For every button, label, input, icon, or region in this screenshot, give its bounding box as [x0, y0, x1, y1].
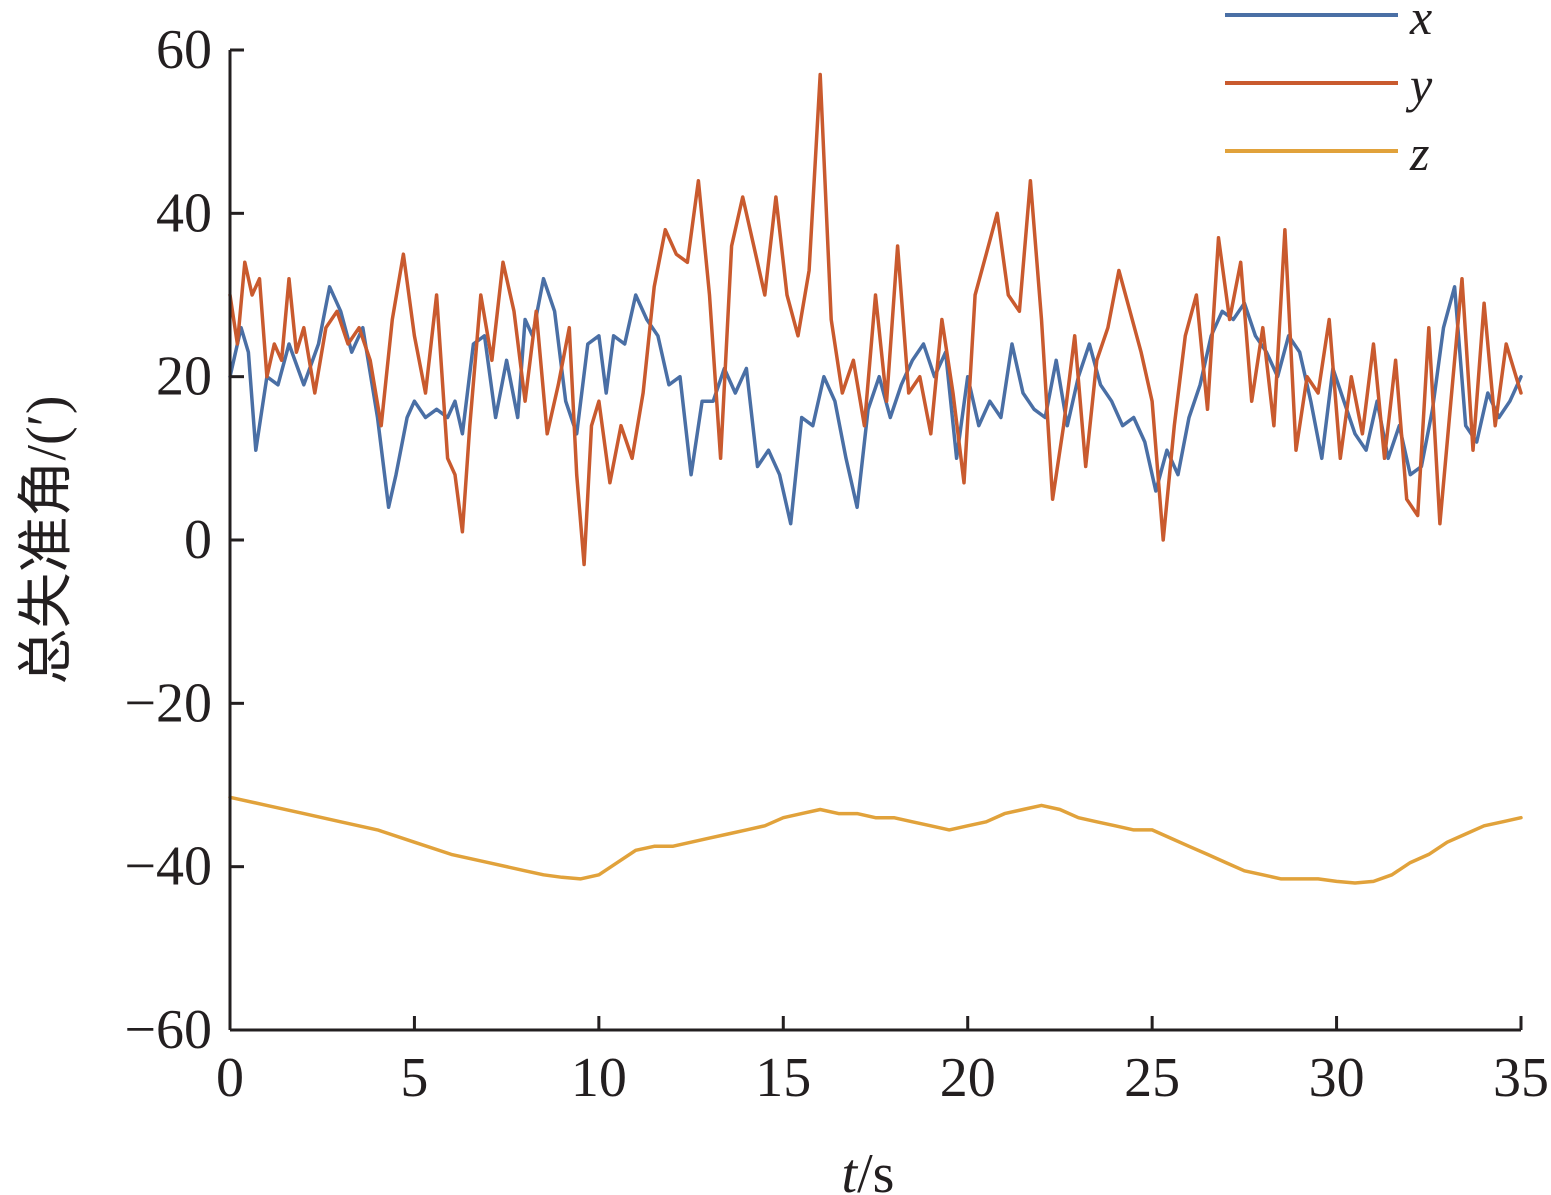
x-tick-label: 15 — [755, 1047, 811, 1109]
x-tick-label: 30 — [1309, 1047, 1365, 1109]
y-tick-label: −40 — [124, 836, 212, 898]
y-axis-title: 总失准角/(′) — [16, 395, 78, 684]
legend-label-z: z — [1409, 125, 1429, 181]
x-tick-label: 25 — [1124, 1047, 1180, 1109]
y-tick-label: 0 — [184, 509, 212, 571]
y-axis-ticks: −60 −40 −20 0 20 40 60 — [124, 19, 244, 1061]
y-tick-label: −20 — [124, 672, 212, 734]
x-tick-label: 0 — [216, 1047, 244, 1109]
legend: xyz — [1225, 0, 1433, 181]
y-tick-label: 40 — [156, 182, 212, 244]
plot-area — [228, 72, 1523, 885]
series-layer — [228, 72, 1523, 885]
x-axis-ticks: 0 5 10 15 20 25 30 35 — [216, 1016, 1549, 1109]
x-tick-label: 10 — [571, 1047, 627, 1109]
legend-label-x: x — [1409, 0, 1432, 45]
series-line-y — [228, 72, 1523, 567]
series-line-z — [228, 795, 1523, 885]
x-tick-label: 5 — [400, 1047, 428, 1109]
x-axis-title-unit: /s — [857, 1143, 894, 1195]
y-tick-label: 20 — [156, 346, 212, 408]
x-tick-label: 20 — [940, 1047, 996, 1109]
y-tick-label: −60 — [124, 999, 212, 1061]
x-axis-title: t/s — [842, 1143, 895, 1195]
legend-label-y: y — [1405, 57, 1433, 113]
x-tick-label: 35 — [1493, 1047, 1549, 1109]
y-tick-label: 60 — [156, 19, 212, 81]
x-axis-title-variable: t — [842, 1143, 859, 1195]
